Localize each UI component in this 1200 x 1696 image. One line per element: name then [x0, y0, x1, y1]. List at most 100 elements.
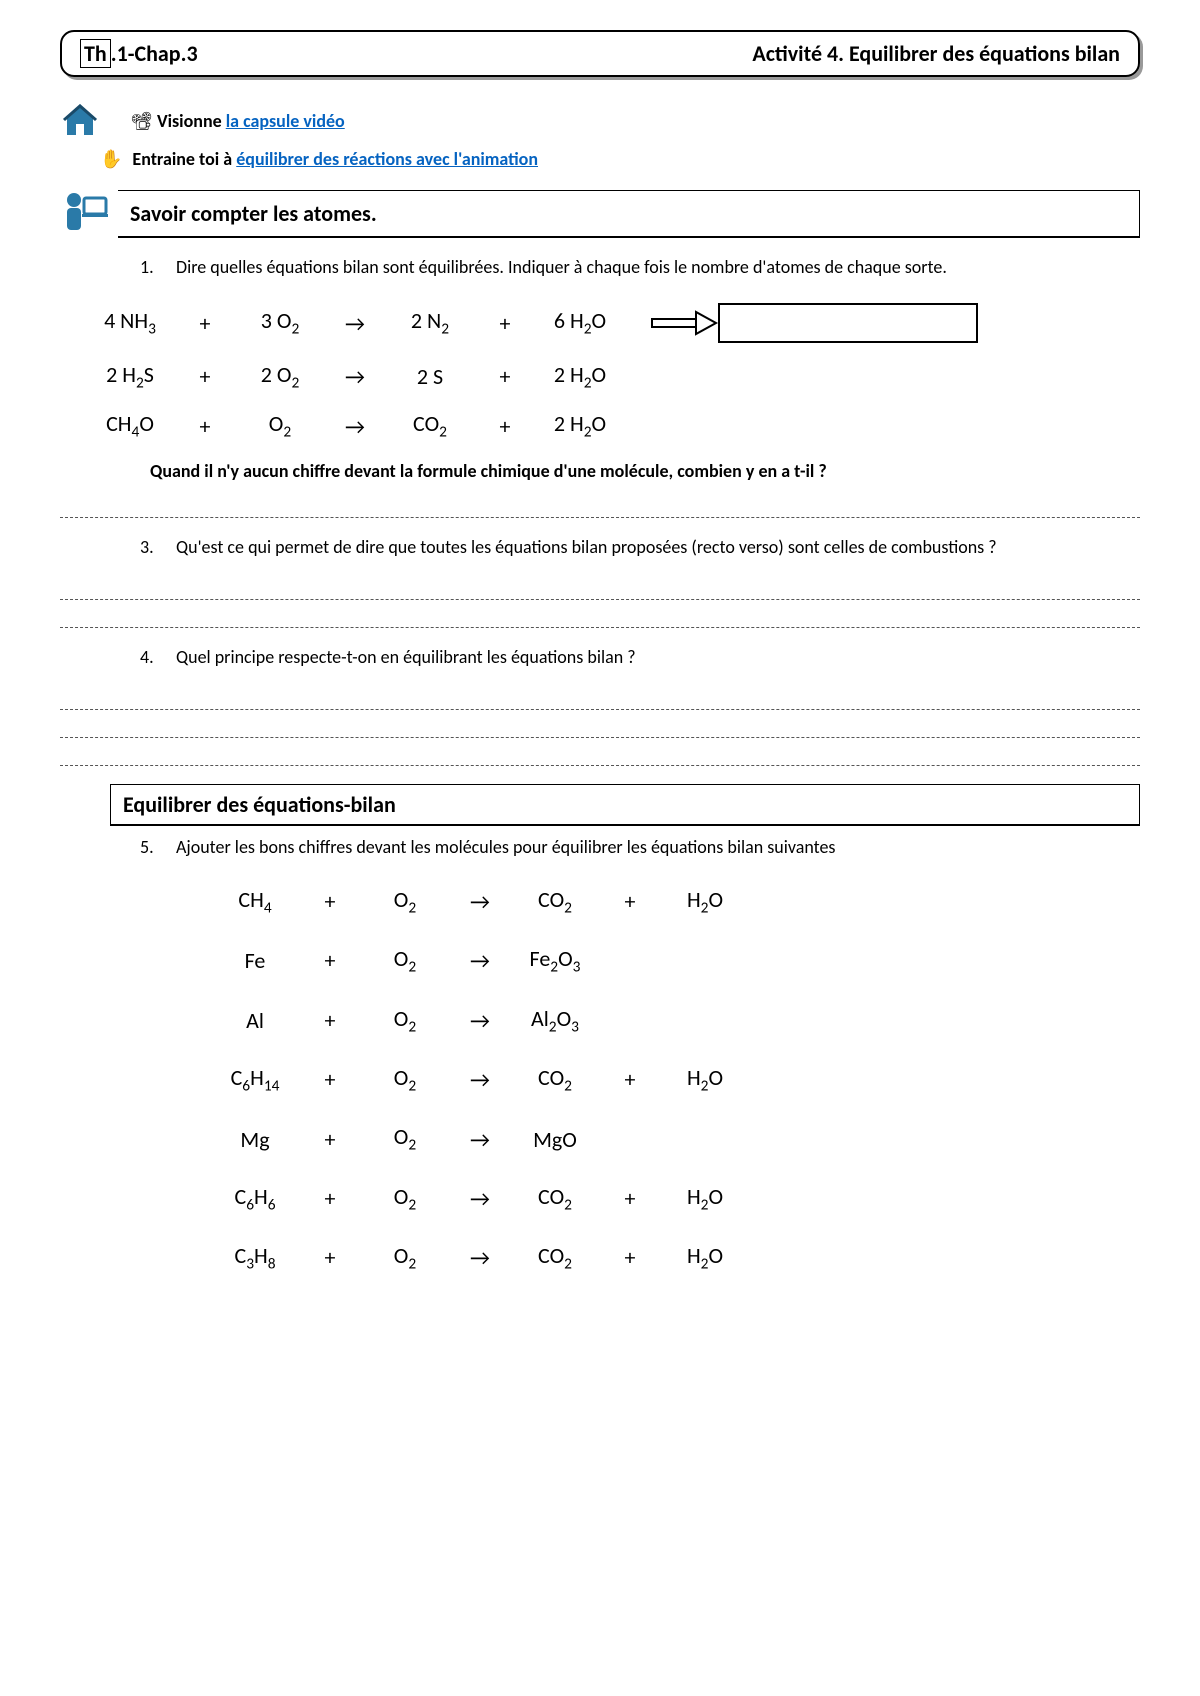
equation-row: C6H6+O2→CO2+H2O — [210, 1183, 1140, 1214]
plus-symbol: + — [300, 1244, 360, 1271]
reactant-1: Fe — [210, 947, 300, 974]
product-2: 2 H2O — [530, 361, 630, 392]
plus-symbol: + — [300, 1007, 360, 1034]
q3-number: 3. — [140, 536, 166, 558]
intro-text-1: Visionne — [157, 110, 226, 132]
product-1: CO2 — [510, 1242, 600, 1273]
reactant-2: O2 — [230, 410, 330, 441]
reactant-2: 3 O2 — [230, 307, 330, 338]
section-2-heading: Equilibrer des équations-bilan — [110, 784, 1140, 826]
equation-row: Mg+O2→MgO — [210, 1123, 1140, 1154]
reactant-1: C6H6 — [210, 1183, 300, 1214]
intro-text-2: Entraine toi à — [132, 148, 236, 170]
animation-link[interactable]: équilibrer des réactions avec l'animatio… — [236, 148, 538, 170]
plus-symbol: + — [600, 888, 660, 915]
equation-row: 2 H2S+2 O2→2 S+2 H2O — [80, 361, 1140, 392]
q1-text: Dire quelles équations bilan sont équili… — [176, 256, 1140, 278]
reactant-1: C6H14 — [210, 1064, 300, 1095]
plus-symbol: + — [300, 1066, 360, 1093]
reactant-1: Al — [210, 1007, 300, 1034]
dashed-line — [60, 606, 1140, 628]
answer-box[interactable] — [718, 303, 978, 343]
reactant-2: O2 — [360, 1123, 450, 1154]
product-2: H2O — [660, 1064, 750, 1095]
plus-symbol: + — [300, 888, 360, 915]
arrow-symbol: → — [450, 1007, 510, 1034]
section-1-row: Savoir compter les atomes. — [60, 190, 1140, 238]
reactant-1: 4 NH3 — [80, 307, 180, 338]
arrow-symbol: → — [450, 947, 510, 974]
reactant-1: 2 H2S — [80, 361, 180, 392]
dashed-line — [60, 688, 1140, 710]
arrow-symbol: → — [450, 1126, 510, 1153]
chapter-prefix-box: Th — [80, 39, 111, 68]
product-2: H2O — [660, 1183, 750, 1214]
note-text: Quand il n'y aucun chiffre devant la for… — [150, 460, 1140, 482]
dashed-line — [60, 496, 1140, 518]
answer-lines-3 — [60, 578, 1140, 628]
activity-title: Activité 4. Equilibrer des équations bil… — [752, 40, 1120, 67]
intro-block: 📽 Visionne la capsule vidéo ✋ Entraine t… — [60, 102, 1140, 170]
equation-row: C3H8+O2→CO2+H2O — [210, 1242, 1140, 1273]
plus-symbol: + — [480, 310, 530, 337]
arrow-symbol: → — [450, 1185, 510, 1212]
reactant-2: 2 O2 — [230, 361, 330, 392]
product-1: CO2 — [510, 1064, 600, 1095]
arrow-symbol: → — [450, 1244, 510, 1271]
product-1: CO2 — [510, 1183, 600, 1214]
arrow-right-icon — [650, 308, 720, 338]
arrow-symbol: → — [450, 1066, 510, 1093]
equation-row: 4 NH3+3 O2→2 N2+6 H2O — [80, 303, 1140, 343]
intro-line-1: 📽 Visionne la capsule vidéo — [60, 102, 1140, 140]
person-laptop-icon — [60, 190, 110, 238]
question-4: 4. Quel principe respecte-t-on en équili… — [140, 646, 1140, 668]
plus-symbol: + — [300, 1126, 360, 1153]
plus-symbol: + — [180, 413, 230, 440]
reactant-2: O2 — [360, 1005, 450, 1036]
question-3: 3. Qu'est ce qui permet de dire que tout… — [140, 536, 1140, 558]
product-1: 2 N2 — [380, 307, 480, 338]
answer-lines-1 — [60, 496, 1140, 518]
answer-slot — [650, 303, 978, 343]
q5-number: 5. — [140, 836, 166, 858]
reactant-1: CH4 — [210, 886, 300, 917]
equations-block-2: CH4+O2→CO2+H2OFe+O2→Fe2O3Al+O2→Al2O3C6H1… — [210, 886, 1140, 1274]
q1-number: 1. — [140, 256, 166, 278]
equation-row: Fe+O2→Fe2O3 — [210, 945, 1140, 976]
dashed-line — [60, 716, 1140, 738]
video-link[interactable]: la capsule vidéo — [226, 110, 345, 132]
header-box: Th.1-Chap.3 Activité 4. Equilibrer des é… — [60, 30, 1140, 77]
section-1-heading: Savoir compter les atomes. — [118, 190, 1140, 238]
equation-row: C6H14+O2→CO2+H2O — [210, 1064, 1140, 1095]
product-2: 6 H2O — [530, 307, 630, 338]
chapter-code: Th.1-Chap.3 — [80, 40, 198, 67]
product-2: H2O — [660, 1242, 750, 1273]
plus-symbol: + — [600, 1185, 660, 1212]
product-2: H2O — [660, 886, 750, 917]
plus-symbol: + — [180, 310, 230, 337]
equations-block-1: 4 NH3+3 O2→2 N2+6 H2O2 H2S+2 O2→2 S+2 H2… — [80, 303, 1140, 442]
reactant-1: CH4O — [80, 410, 180, 441]
arrow-symbol: → — [330, 413, 380, 440]
arrow-symbol: → — [330, 363, 380, 390]
reactant-2: O2 — [360, 1064, 450, 1095]
product-1: CO2 — [380, 410, 480, 441]
product-1: 2 S — [380, 363, 480, 390]
q3-text: Qu'est ce qui permet de dire que toutes … — [176, 536, 1140, 558]
question-1: 1. Dire quelles équations bilan sont équ… — [140, 256, 1140, 278]
reactant-2: O2 — [360, 1242, 450, 1273]
q4-text: Quel principe respecte-t-on en équilibra… — [176, 646, 1140, 668]
plus-symbol: + — [300, 947, 360, 974]
product-2: 2 H2O — [530, 410, 630, 441]
q5-text: Ajouter les bons chiffres devant les mol… — [176, 836, 1140, 858]
dashed-line — [60, 744, 1140, 766]
arrow-symbol: → — [330, 310, 380, 337]
product-1: Al2O3 — [510, 1005, 600, 1036]
plus-symbol: + — [180, 363, 230, 390]
product-1: Fe2O3 — [510, 945, 600, 976]
reactant-1: Mg — [210, 1126, 300, 1153]
reactant-2: O2 — [360, 945, 450, 976]
equation-row: Al+O2→Al2O3 — [210, 1005, 1140, 1036]
reactant-2: O2 — [360, 1183, 450, 1214]
product-1: CO2 — [510, 886, 600, 917]
